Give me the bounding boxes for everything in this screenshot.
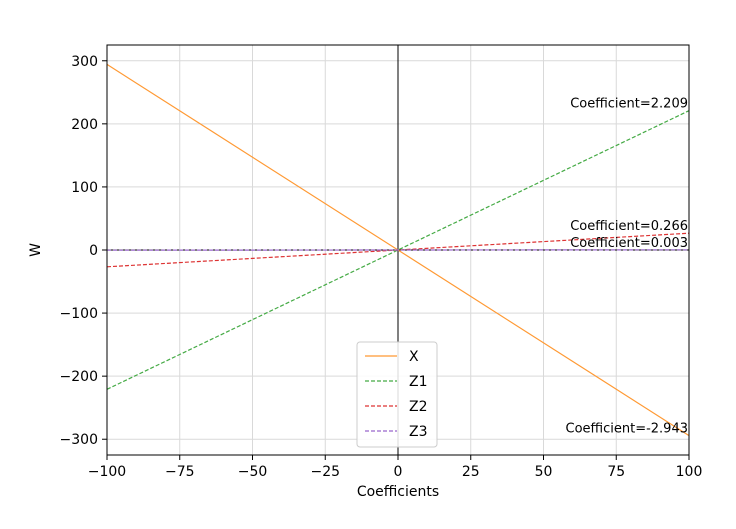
- x-tick-label: −100: [88, 464, 126, 480]
- coefficient-annotation: Coefficient=-2.943: [566, 422, 689, 437]
- legend-entry-label: Z2: [409, 399, 428, 415]
- legend: X Z1 Z2 Z3: [356, 341, 438, 448]
- y-tick-label: 200: [71, 117, 98, 133]
- y-axis-label: W: [28, 243, 44, 257]
- legend-entry-label: Z3: [409, 424, 428, 440]
- x-tick-label: −75: [165, 464, 195, 480]
- series-line-z1: [106, 110, 690, 390]
- x-axis-label: Coefficients: [357, 484, 439, 500]
- y-tick-label: −200: [60, 369, 98, 385]
- legend-box: [356, 341, 438, 448]
- x-tick-label: 25: [462, 464, 480, 480]
- annotations: Coefficient=2.209 Coefficient=0.266 Coeffi…: [566, 97, 689, 437]
- y-tick-label: 100: [71, 180, 98, 196]
- y-tick-label: −100: [60, 306, 98, 322]
- legend-entry-label: Z1: [409, 374, 428, 390]
- coefficient-annotation: Coefficient=0.003: [570, 236, 688, 251]
- x-tick-label: 50: [535, 464, 553, 480]
- x-tick-label: −50: [238, 464, 268, 480]
- y-tick-label: 0: [89, 243, 98, 259]
- ticks: −100 −75 −50 −25 0 25 50 75 100 −300 −200 −100 0 100 2…: [60, 54, 703, 480]
- y-tick-label: 300: [71, 54, 98, 70]
- x-tick-label: −25: [310, 464, 340, 480]
- x-tick-label: 75: [607, 464, 625, 480]
- coefficient-annotation: Coefficient=0.266: [570, 219, 688, 234]
- legend-entry-label: X: [409, 349, 419, 365]
- x-tick-label: 100: [676, 464, 703, 480]
- x-tick-label: 0: [394, 464, 403, 480]
- y-tick-label: −300: [60, 432, 98, 448]
- coefficient-annotation: Coefficient=2.209: [570, 97, 688, 112]
- series-lines: [106, 63, 690, 437]
